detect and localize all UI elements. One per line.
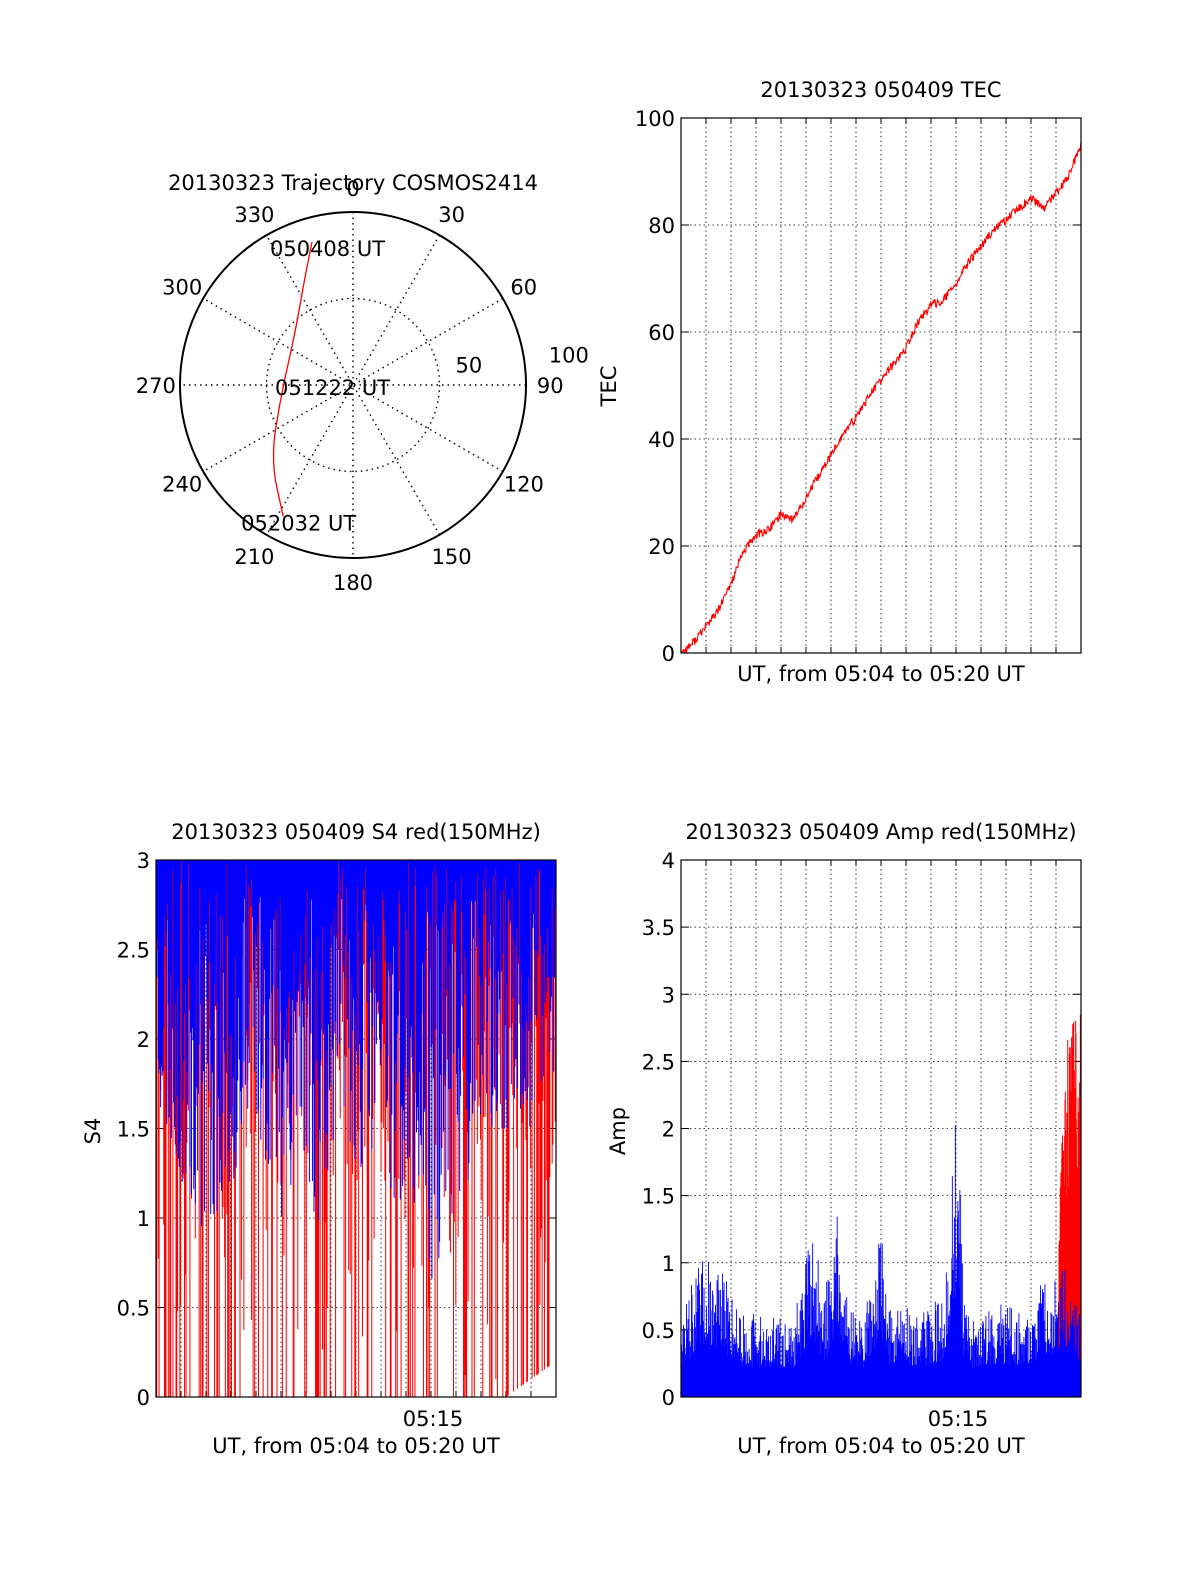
amp-plot-frame: [680, 859, 1082, 1398]
y-tick-label: 2: [662, 1118, 675, 1142]
trajectory-title: 20130323 Trajectory COSMOS2414: [168, 171, 538, 195]
y-tick-label: 2.5: [117, 939, 150, 963]
s4-y-axis-label: S4: [81, 1118, 105, 1145]
y-tick-label: 40: [648, 428, 675, 452]
trajectory-track: [272, 241, 313, 517]
trajectory-angle-label: 30: [438, 203, 465, 227]
y-tick-label: 1: [662, 1252, 675, 1276]
trajectory-angle-label: 210: [234, 545, 274, 569]
x-tick-label: 05:15: [403, 1407, 464, 1431]
tec-y-axis-label: TEC: [597, 366, 621, 408]
trajectory-time-annotation: 051222 UT: [275, 376, 390, 400]
amp-grid: [681, 859, 1081, 1398]
trajectory-chart: 20130323 Trajectory COSMOS2414 0 30 60 90 12…: [136, 171, 589, 595]
trajectory-angle-label: 240: [162, 473, 202, 497]
trajectory-angle-label: 330: [234, 203, 274, 227]
s4-title: 20130323 050409 S4 red(150MHz): [171, 820, 541, 844]
y-tick-label: 1: [137, 1207, 150, 1231]
trajectory-angle-labels: 0 30 60 90 120 150 180 210 240 270 300 330: [136, 177, 564, 595]
tec-title: 20130323 050409 TEC: [760, 78, 1001, 102]
s4-plot-frame: [155, 859, 557, 1398]
y-tick-label: 3: [137, 849, 150, 873]
trajectory-grid: [179, 211, 527, 559]
s4-chart: 20130323 050409 S4 red(150MHz) 0 0.5 1 1.5 2…: [81, 820, 557, 1458]
trajectory-radial-labels: 50 100: [455, 344, 588, 378]
amp-chart: 20130323 050409 Amp red(150MHz) 0 0.5 1 1.5…: [606, 820, 1082, 1458]
trajectory-radial-label: 100: [549, 344, 589, 368]
trajectory-radial-label: 50: [455, 354, 482, 378]
trajectory-angle-label: 270: [136, 374, 176, 398]
tec-grid: [681, 117, 1081, 654]
y-tick-label: 1.5: [642, 1185, 675, 1209]
tec-series: [681, 141, 1082, 654]
y-tick-label: 0.5: [117, 1297, 150, 1321]
trajectory-angle-label: 150: [432, 545, 472, 569]
y-tick-label: 4: [662, 849, 675, 873]
trajectory-time-annotation: 050408 UT: [270, 237, 385, 261]
y-tick-label: 2: [137, 1028, 150, 1052]
x-tick-label: 05:15: [928, 1407, 989, 1431]
y-tick-label: 3: [662, 983, 675, 1007]
y-tick-label: 0.5: [642, 1319, 675, 1343]
y-tick-label: 2.5: [642, 1050, 675, 1074]
trajectory-angle-label: 60: [510, 275, 537, 299]
tec-y-tick-labels: 0 20 40 60 80 100: [635, 107, 675, 666]
y-tick-label: 1.5: [117, 1118, 150, 1142]
tec-line: [681, 141, 1082, 654]
trajectory-angle-label: 120: [504, 473, 544, 497]
trajectory-angle-label: 90: [537, 374, 564, 398]
y-tick-label: 0: [662, 642, 675, 666]
s4-y-tick-labels: 0 0.5 1 1.5 2 2.5 3: [117, 849, 150, 1410]
amp-x-axis-label: UT, from 05:04 to 05:20 UT: [737, 1434, 1025, 1458]
tec-plot-frame: [680, 117, 1082, 654]
y-tick-label: 0: [137, 1386, 150, 1410]
trajectory-angle-label: 0: [346, 177, 359, 201]
y-tick-label: 80: [648, 214, 675, 238]
trajectory-annotations: 050408 UT 051222 UT 052032 UT: [241, 237, 390, 535]
trajectory-inner-circle: [265, 297, 441, 473]
tec-x-axis-label: UT, from 05:04 to 05:20 UT: [737, 662, 1025, 686]
trajectory-angle-label: 300: [162, 275, 202, 299]
amp-y-axis-label: Amp: [606, 1107, 630, 1155]
amp-blue-series: [680, 1125, 1082, 1397]
s4-x-tick-labels: 05:15: [403, 1407, 464, 1431]
y-tick-label: 0: [662, 1386, 675, 1410]
trajectory-angle-label: 180: [333, 571, 373, 595]
trajectory-series: [272, 241, 313, 517]
s4-x-axis-label: UT, from 05:04 to 05:20 UT: [212, 1434, 500, 1458]
amp-x-tick-labels: 05:15: [928, 1407, 989, 1431]
trajectory-time-annotation: 052032 UT: [241, 511, 356, 535]
y-tick-label: 3.5: [642, 916, 675, 940]
y-tick-label: 20: [648, 535, 675, 559]
y-tick-label: 60: [648, 321, 675, 345]
amp-y-tick-labels: 0 0.5 1 1.5 2 2.5 3 3.5 4: [642, 849, 675, 1410]
y-tick-label: 100: [635, 107, 675, 131]
amp-title: 20130323 050409 Amp red(150MHz): [685, 820, 1076, 844]
tec-chart: 20130323 050409 TEC 0 20 40 60 80 100 UT, fro…: [597, 78, 1082, 686]
